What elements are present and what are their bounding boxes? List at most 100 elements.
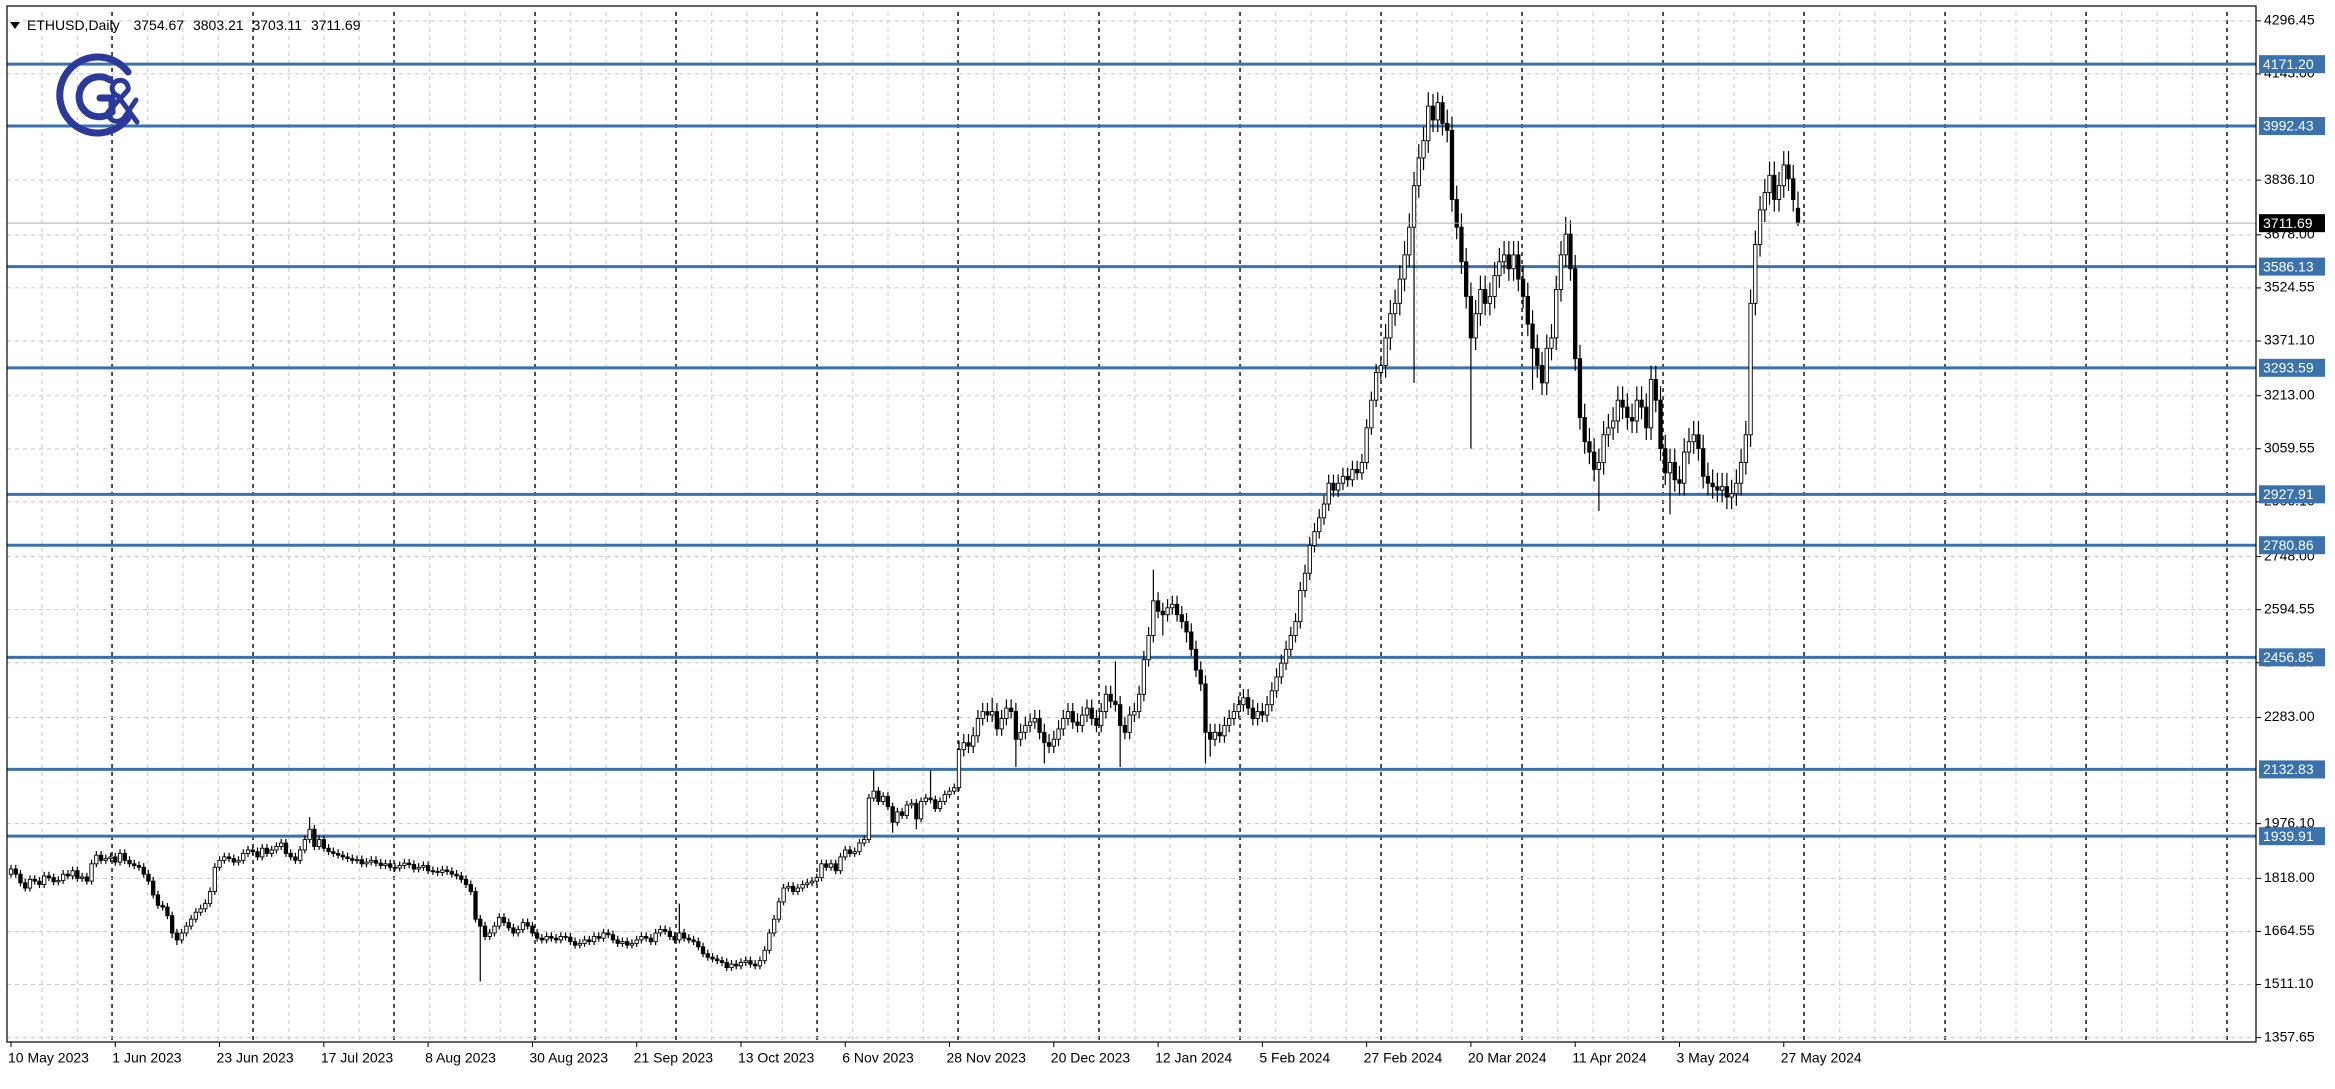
y-tick-label: 3524.55	[2264, 279, 2315, 295]
candle-body	[70, 870, 75, 877]
candle-body	[1667, 462, 1673, 474]
x-tick-label: 27 Feb 2024	[1364, 1050, 1443, 1066]
candle-body	[1004, 707, 1009, 719]
candle-body	[13, 868, 18, 875]
candle-body	[1212, 731, 1218, 740]
candle-body	[871, 790, 876, 799]
candle-body	[525, 922, 530, 927]
candle-body	[1407, 226, 1412, 256]
candle-body	[1208, 731, 1213, 740]
y-tick-label: 2594.55	[2264, 600, 2315, 616]
candle-body	[1795, 207, 1801, 224]
low-value: 3703.11	[252, 17, 302, 33]
candle-body	[364, 861, 369, 865]
candle-body	[1331, 482, 1336, 491]
level-label: 2456.85	[2263, 649, 2314, 665]
candle-body	[1103, 693, 1109, 713]
candle-body	[1151, 600, 1156, 636]
candle-body	[217, 859, 222, 868]
candle-body	[1051, 738, 1056, 747]
candle-body	[1193, 648, 1199, 671]
candle-body	[1160, 610, 1165, 616]
candle-body	[625, 941, 630, 946]
candle-body	[876, 790, 881, 802]
candle-body	[430, 870, 436, 873]
candle-body	[1227, 718, 1232, 726]
candle-body	[899, 811, 905, 816]
candle-body	[1122, 724, 1128, 733]
candle-body	[700, 946, 706, 955]
candle-body	[350, 858, 355, 861]
y-tick-label: 4296.45	[2264, 12, 2315, 28]
candle-body	[46, 875, 52, 879]
candle-body	[1260, 711, 1265, 716]
candle-body	[937, 801, 943, 809]
grid-layer	[7, 12, 2256, 1042]
candle-body	[444, 869, 450, 872]
candle-body	[715, 958, 720, 962]
candle-body	[440, 869, 445, 873]
candle-body	[373, 859, 379, 864]
candle-body	[753, 963, 758, 967]
candle-body	[1672, 462, 1677, 481]
candle-body	[966, 742, 971, 747]
level-label: 3992.43	[2263, 118, 2314, 134]
candle-body	[1345, 475, 1350, 481]
x-tick-label: 17 Jul 2023	[321, 1050, 394, 1066]
candle-body	[165, 906, 170, 917]
candle-body	[1255, 711, 1260, 719]
level-label-box	[2259, 55, 2325, 74]
candle-body	[1032, 718, 1037, 723]
x-tick-label: 12 Jan 2024	[1155, 1050, 1232, 1066]
candle-body	[686, 937, 691, 941]
candle-body	[1525, 295, 1530, 325]
candle-body	[274, 846, 279, 851]
candle-body	[1231, 711, 1237, 719]
candles-layer	[7, 92, 2256, 982]
candle-body	[184, 925, 189, 934]
candle-body	[369, 859, 374, 863]
candle-body	[553, 937, 559, 941]
candle-body	[170, 915, 175, 934]
candle-body	[117, 852, 123, 863]
candle-body	[904, 804, 910, 816]
candle-body	[1288, 635, 1293, 650]
candle-body	[1075, 721, 1080, 726]
level-label-box	[2259, 760, 2325, 779]
candle-body	[705, 953, 710, 958]
y-tick-label: 3059.55	[2264, 439, 2315, 455]
candle-body	[1772, 174, 1777, 200]
candle-body	[1629, 417, 1635, 422]
level-label: 3586.13	[2263, 258, 2314, 274]
candle-body	[1539, 365, 1545, 384]
candle-body	[833, 863, 838, 872]
candle-body	[392, 866, 398, 869]
candle-body	[814, 877, 819, 882]
candle-body	[1018, 731, 1023, 740]
candle-body	[1132, 711, 1137, 716]
candle-body	[1165, 607, 1170, 616]
candle-body	[1411, 185, 1417, 228]
level-label: 2780.86	[2263, 537, 2314, 553]
candle-body	[1440, 102, 1445, 124]
logo	[56, 53, 140, 137]
candle-body	[662, 929, 668, 932]
candle-body	[1625, 406, 1630, 418]
candle-body	[1061, 718, 1066, 730]
y-tick-label: 1664.55	[2264, 922, 2315, 938]
candle-body	[331, 851, 336, 854]
candle-body	[776, 901, 782, 920]
candle-body	[241, 852, 246, 861]
candle-body	[610, 934, 616, 941]
candle-body	[942, 794, 947, 802]
candle-body	[857, 842, 862, 853]
candle-body	[1312, 531, 1317, 546]
candle-body	[928, 797, 933, 801]
header-toggle[interactable]	[10, 22, 20, 29]
x-tick-label: 23 Jun 2023	[217, 1050, 294, 1066]
candle-body	[1639, 399, 1644, 408]
candle-body	[1501, 254, 1507, 263]
candle-body	[250, 849, 255, 853]
candle-body	[473, 891, 478, 920]
candle-body	[1378, 365, 1384, 373]
